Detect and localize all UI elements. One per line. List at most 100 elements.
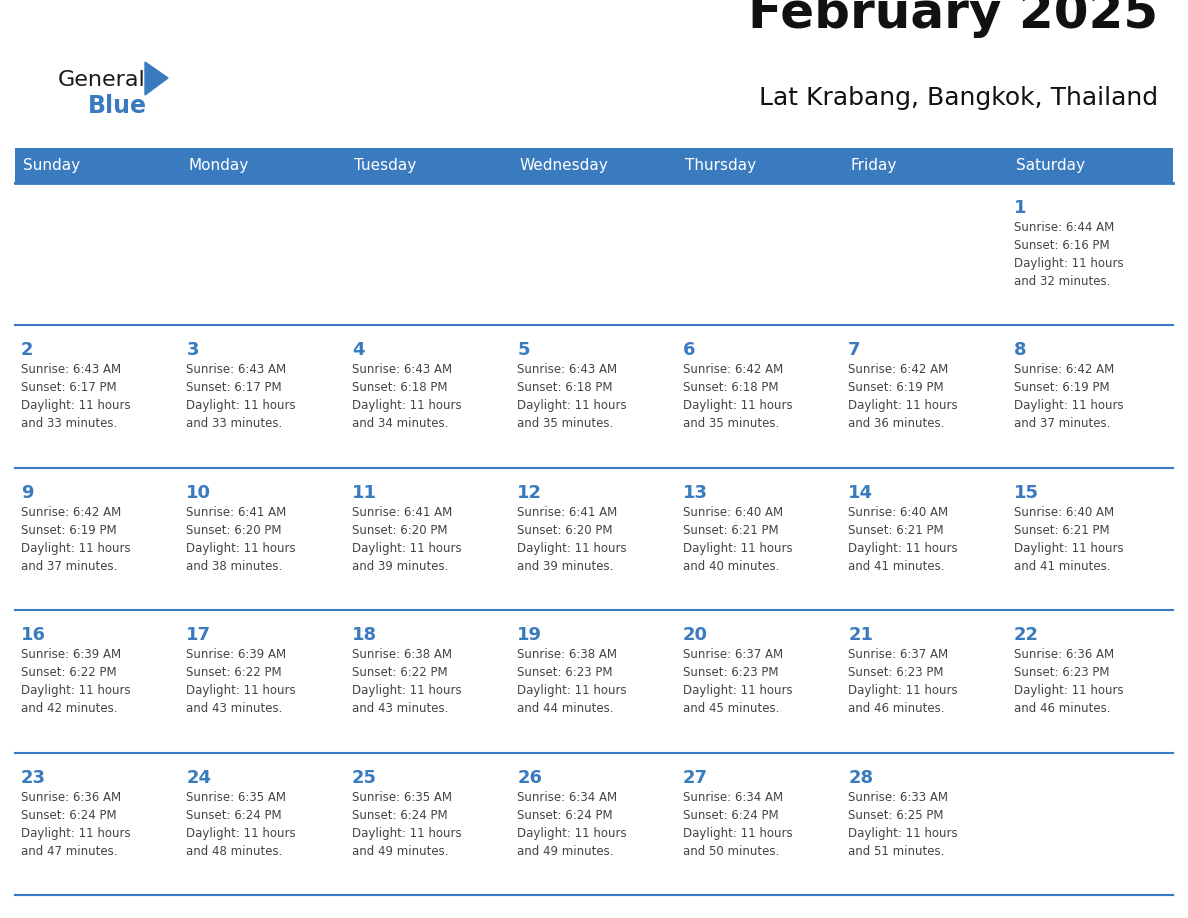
Text: 20: 20 <box>683 626 708 644</box>
Bar <box>15 468 181 610</box>
Text: Sunrise: 6:44 AM
Sunset: 6:16 PM
Daylight: 11 hours
and 32 minutes.: Sunrise: 6:44 AM Sunset: 6:16 PM Dayligh… <box>1013 221 1123 288</box>
Bar <box>15 325 181 468</box>
Text: 2: 2 <box>21 341 33 360</box>
Text: 8: 8 <box>1013 341 1026 360</box>
Bar <box>181 325 346 468</box>
Text: Sunrise: 6:43 AM
Sunset: 6:18 PM
Daylight: 11 hours
and 34 minutes.: Sunrise: 6:43 AM Sunset: 6:18 PM Dayligh… <box>352 364 461 431</box>
Text: Sunrise: 6:36 AM
Sunset: 6:23 PM
Daylight: 11 hours
and 46 minutes.: Sunrise: 6:36 AM Sunset: 6:23 PM Dayligh… <box>1013 648 1123 715</box>
Text: Sunrise: 6:39 AM
Sunset: 6:22 PM
Daylight: 11 hours
and 42 minutes.: Sunrise: 6:39 AM Sunset: 6:22 PM Dayligh… <box>21 648 131 715</box>
Text: 21: 21 <box>848 626 873 644</box>
Bar <box>677 183 842 325</box>
Text: 17: 17 <box>187 626 211 644</box>
Text: Sunrise: 6:40 AM
Sunset: 6:21 PM
Daylight: 11 hours
and 41 minutes.: Sunrise: 6:40 AM Sunset: 6:21 PM Dayligh… <box>1013 506 1123 573</box>
Text: Sunrise: 6:43 AM
Sunset: 6:18 PM
Daylight: 11 hours
and 35 minutes.: Sunrise: 6:43 AM Sunset: 6:18 PM Dayligh… <box>517 364 627 431</box>
Text: Sunrise: 6:34 AM
Sunset: 6:24 PM
Daylight: 11 hours
and 49 minutes.: Sunrise: 6:34 AM Sunset: 6:24 PM Dayligh… <box>517 790 627 857</box>
Bar <box>346 183 511 325</box>
Polygon shape <box>145 62 168 95</box>
Text: 13: 13 <box>683 484 708 502</box>
Bar <box>1007 183 1173 325</box>
Text: 1: 1 <box>1013 199 1026 217</box>
Text: Lat Krabang, Bangkok, Thailand: Lat Krabang, Bangkok, Thailand <box>759 86 1158 110</box>
Text: Sunrise: 6:35 AM
Sunset: 6:24 PM
Daylight: 11 hours
and 48 minutes.: Sunrise: 6:35 AM Sunset: 6:24 PM Dayligh… <box>187 790 296 857</box>
Text: 3: 3 <box>187 341 198 360</box>
Text: Blue: Blue <box>88 94 147 118</box>
Bar <box>181 183 346 325</box>
Text: 27: 27 <box>683 768 708 787</box>
Text: Saturday: Saturday <box>1016 158 1085 173</box>
Bar <box>346 610 511 753</box>
Bar <box>511 325 677 468</box>
Text: 5: 5 <box>517 341 530 360</box>
Text: 15: 15 <box>1013 484 1038 502</box>
Text: 23: 23 <box>21 768 46 787</box>
Text: Sunrise: 6:37 AM
Sunset: 6:23 PM
Daylight: 11 hours
and 46 minutes.: Sunrise: 6:37 AM Sunset: 6:23 PM Dayligh… <box>848 648 958 715</box>
Bar <box>677 610 842 753</box>
Text: 4: 4 <box>352 341 365 360</box>
Text: Sunrise: 6:36 AM
Sunset: 6:24 PM
Daylight: 11 hours
and 47 minutes.: Sunrise: 6:36 AM Sunset: 6:24 PM Dayligh… <box>21 790 131 857</box>
Text: Sunrise: 6:41 AM
Sunset: 6:20 PM
Daylight: 11 hours
and 39 minutes.: Sunrise: 6:41 AM Sunset: 6:20 PM Dayligh… <box>352 506 461 573</box>
Text: 25: 25 <box>352 768 377 787</box>
Text: 18: 18 <box>352 626 377 644</box>
Text: 14: 14 <box>848 484 873 502</box>
Text: Monday: Monday <box>189 158 249 173</box>
Bar <box>1007 325 1173 468</box>
Text: 28: 28 <box>848 768 873 787</box>
Text: Sunrise: 6:42 AM
Sunset: 6:19 PM
Daylight: 11 hours
and 37 minutes.: Sunrise: 6:42 AM Sunset: 6:19 PM Dayligh… <box>21 506 131 573</box>
Bar <box>15 148 1173 183</box>
Text: Sunrise: 6:33 AM
Sunset: 6:25 PM
Daylight: 11 hours
and 51 minutes.: Sunrise: 6:33 AM Sunset: 6:25 PM Dayligh… <box>848 790 958 857</box>
Text: Sunrise: 6:42 AM
Sunset: 6:19 PM
Daylight: 11 hours
and 36 minutes.: Sunrise: 6:42 AM Sunset: 6:19 PM Dayligh… <box>848 364 958 431</box>
Text: Wednesday: Wednesday <box>519 158 608 173</box>
Text: Sunrise: 6:42 AM
Sunset: 6:18 PM
Daylight: 11 hours
and 35 minutes.: Sunrise: 6:42 AM Sunset: 6:18 PM Dayligh… <box>683 364 792 431</box>
Bar <box>842 753 1007 895</box>
Text: 9: 9 <box>21 484 33 502</box>
Bar <box>842 183 1007 325</box>
Text: Sunrise: 6:40 AM
Sunset: 6:21 PM
Daylight: 11 hours
and 40 minutes.: Sunrise: 6:40 AM Sunset: 6:21 PM Dayligh… <box>683 506 792 573</box>
Text: 10: 10 <box>187 484 211 502</box>
Text: February 2025: February 2025 <box>748 0 1158 38</box>
Bar <box>842 325 1007 468</box>
Text: Sunday: Sunday <box>24 158 81 173</box>
Bar <box>677 468 842 610</box>
Text: 16: 16 <box>21 626 46 644</box>
Bar <box>15 183 181 325</box>
Text: 11: 11 <box>352 484 377 502</box>
Bar <box>511 468 677 610</box>
Bar <box>677 325 842 468</box>
Text: Sunrise: 6:39 AM
Sunset: 6:22 PM
Daylight: 11 hours
and 43 minutes.: Sunrise: 6:39 AM Sunset: 6:22 PM Dayligh… <box>187 648 296 715</box>
Bar <box>346 325 511 468</box>
Text: 22: 22 <box>1013 626 1038 644</box>
Bar <box>677 753 842 895</box>
Text: Sunrise: 6:41 AM
Sunset: 6:20 PM
Daylight: 11 hours
and 38 minutes.: Sunrise: 6:41 AM Sunset: 6:20 PM Dayligh… <box>187 506 296 573</box>
Bar <box>346 468 511 610</box>
Text: Sunrise: 6:38 AM
Sunset: 6:22 PM
Daylight: 11 hours
and 43 minutes.: Sunrise: 6:38 AM Sunset: 6:22 PM Dayligh… <box>352 648 461 715</box>
Bar <box>511 183 677 325</box>
Bar <box>842 610 1007 753</box>
Text: Sunrise: 6:42 AM
Sunset: 6:19 PM
Daylight: 11 hours
and 37 minutes.: Sunrise: 6:42 AM Sunset: 6:19 PM Dayligh… <box>1013 364 1123 431</box>
Bar <box>15 610 181 753</box>
Bar <box>181 753 346 895</box>
Bar <box>1007 753 1173 895</box>
Bar <box>842 468 1007 610</box>
Text: Sunrise: 6:37 AM
Sunset: 6:23 PM
Daylight: 11 hours
and 45 minutes.: Sunrise: 6:37 AM Sunset: 6:23 PM Dayligh… <box>683 648 792 715</box>
Text: Sunrise: 6:43 AM
Sunset: 6:17 PM
Daylight: 11 hours
and 33 minutes.: Sunrise: 6:43 AM Sunset: 6:17 PM Dayligh… <box>21 364 131 431</box>
Text: 7: 7 <box>848 341 860 360</box>
Bar <box>511 610 677 753</box>
Text: 19: 19 <box>517 626 542 644</box>
Text: Sunrise: 6:40 AM
Sunset: 6:21 PM
Daylight: 11 hours
and 41 minutes.: Sunrise: 6:40 AM Sunset: 6:21 PM Dayligh… <box>848 506 958 573</box>
Bar <box>511 753 677 895</box>
Text: Sunrise: 6:41 AM
Sunset: 6:20 PM
Daylight: 11 hours
and 39 minutes.: Sunrise: 6:41 AM Sunset: 6:20 PM Dayligh… <box>517 506 627 573</box>
Text: Sunrise: 6:35 AM
Sunset: 6:24 PM
Daylight: 11 hours
and 49 minutes.: Sunrise: 6:35 AM Sunset: 6:24 PM Dayligh… <box>352 790 461 857</box>
Text: 26: 26 <box>517 768 542 787</box>
Text: 12: 12 <box>517 484 542 502</box>
Text: Sunrise: 6:38 AM
Sunset: 6:23 PM
Daylight: 11 hours
and 44 minutes.: Sunrise: 6:38 AM Sunset: 6:23 PM Dayligh… <box>517 648 627 715</box>
Bar <box>15 753 181 895</box>
Text: Thursday: Thursday <box>685 158 756 173</box>
Bar <box>181 468 346 610</box>
Text: 6: 6 <box>683 341 695 360</box>
Bar <box>1007 468 1173 610</box>
Bar <box>181 610 346 753</box>
Bar <box>346 753 511 895</box>
Text: 24: 24 <box>187 768 211 787</box>
Text: Sunrise: 6:34 AM
Sunset: 6:24 PM
Daylight: 11 hours
and 50 minutes.: Sunrise: 6:34 AM Sunset: 6:24 PM Dayligh… <box>683 790 792 857</box>
Text: Sunrise: 6:43 AM
Sunset: 6:17 PM
Daylight: 11 hours
and 33 minutes.: Sunrise: 6:43 AM Sunset: 6:17 PM Dayligh… <box>187 364 296 431</box>
